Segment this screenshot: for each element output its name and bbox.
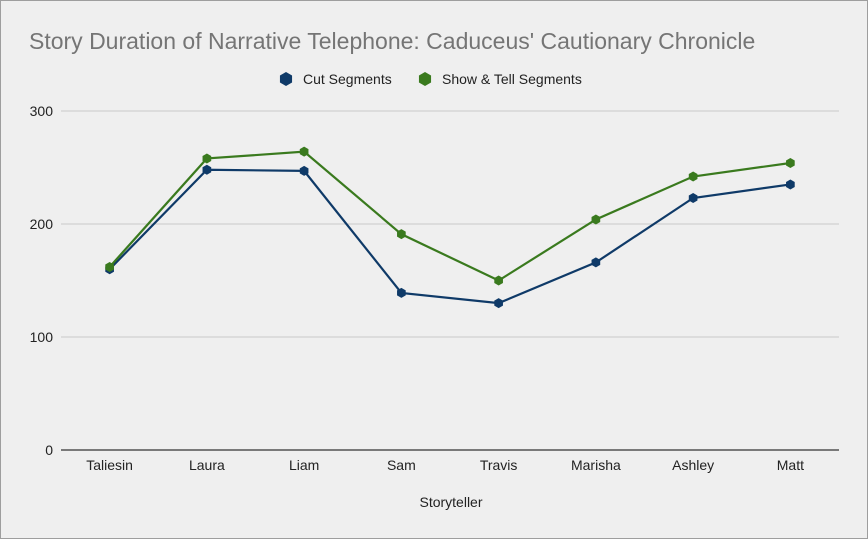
legend-label: Show & Tell Segments [442, 71, 582, 87]
series-2 [105, 146, 795, 286]
legend-item: Cut Segments [279, 71, 392, 87]
data-point [494, 275, 503, 286]
legend-item: Show & Tell Segments [418, 71, 582, 87]
gridlines [61, 110, 839, 451]
x-axis-ticks: Taliesin Laura Liam Sam Travis Marisha Ashley M… [86, 457, 804, 473]
data-point [591, 214, 601, 225]
legend: Cut Segments Show & Tell Segments [279, 71, 582, 87]
series-line [108, 168, 791, 305]
data-point [202, 153, 212, 164]
x-tick-label: Taliesin [86, 457, 133, 473]
y-tick-label: 100 [30, 329, 54, 345]
x-tick-label: Marisha [571, 457, 621, 473]
x-tick-label: Ashley [672, 457, 714, 473]
y-tick-label: 300 [30, 103, 54, 119]
x-axis-title: Storyteller [419, 494, 482, 510]
data-point [105, 261, 114, 272]
data-point [786, 179, 795, 190]
y-tick-label: 200 [30, 216, 54, 232]
data-point [688, 193, 698, 204]
x-tick-label: Liam [289, 457, 319, 473]
data-point [299, 146, 309, 157]
legend-marker [418, 72, 432, 86]
data-point [202, 164, 212, 175]
data-point [688, 171, 698, 182]
chart-title: Story Duration of Narrative Telephone: C… [29, 28, 755, 54]
series-line [108, 150, 791, 282]
x-tick-label: Matt [777, 457, 804, 473]
data-point [299, 165, 309, 176]
x-tick-label: Sam [387, 457, 416, 473]
y-axis-ticks: 0 100 200 300 [30, 103, 54, 458]
y-tick-label: 0 [45, 442, 53, 458]
x-tick-label: Laura [189, 457, 225, 473]
series-1 [105, 164, 795, 309]
legend-marker [279, 72, 293, 86]
data-point [786, 157, 795, 168]
data-point [397, 287, 406, 298]
x-tick-label: Travis [480, 457, 518, 473]
data-point [397, 229, 406, 240]
series-layer [105, 146, 795, 309]
data-point [494, 298, 503, 309]
legend-label: Cut Segments [303, 71, 392, 87]
data-point [591, 257, 601, 268]
